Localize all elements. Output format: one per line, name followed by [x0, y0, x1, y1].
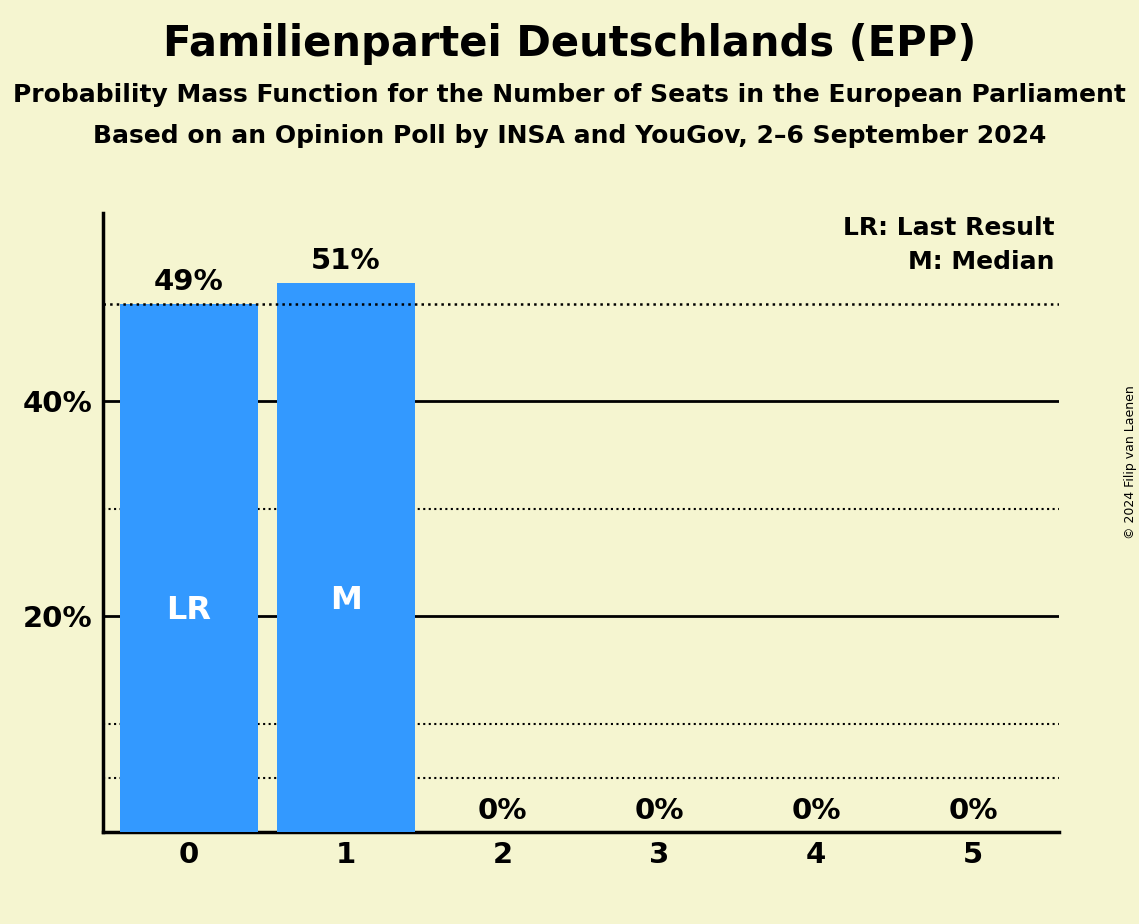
Text: Probability Mass Function for the Number of Seats in the European Parliament: Probability Mass Function for the Number… [13, 83, 1126, 107]
Text: 0%: 0% [477, 797, 527, 825]
Text: LR: LR [166, 594, 211, 626]
Text: 51%: 51% [311, 247, 380, 275]
Bar [120, 304, 257, 832]
Text: Based on an Opinion Poll by INSA and YouGov, 2–6 September 2024: Based on an Opinion Poll by INSA and You… [92, 124, 1047, 148]
Text: 49%: 49% [154, 269, 223, 297]
Text: LR: Last Result: LR: Last Result [843, 215, 1055, 239]
Bar [277, 283, 415, 832]
Text: M: Median: M: Median [908, 249, 1055, 274]
Text: 0%: 0% [792, 797, 841, 825]
Text: Familienpartei Deutschlands (EPP): Familienpartei Deutschlands (EPP) [163, 23, 976, 65]
Text: 0%: 0% [634, 797, 685, 825]
Text: © 2024 Filip van Laenen: © 2024 Filip van Laenen [1124, 385, 1137, 539]
Text: M: M [329, 586, 361, 616]
Text: 0%: 0% [949, 797, 998, 825]
